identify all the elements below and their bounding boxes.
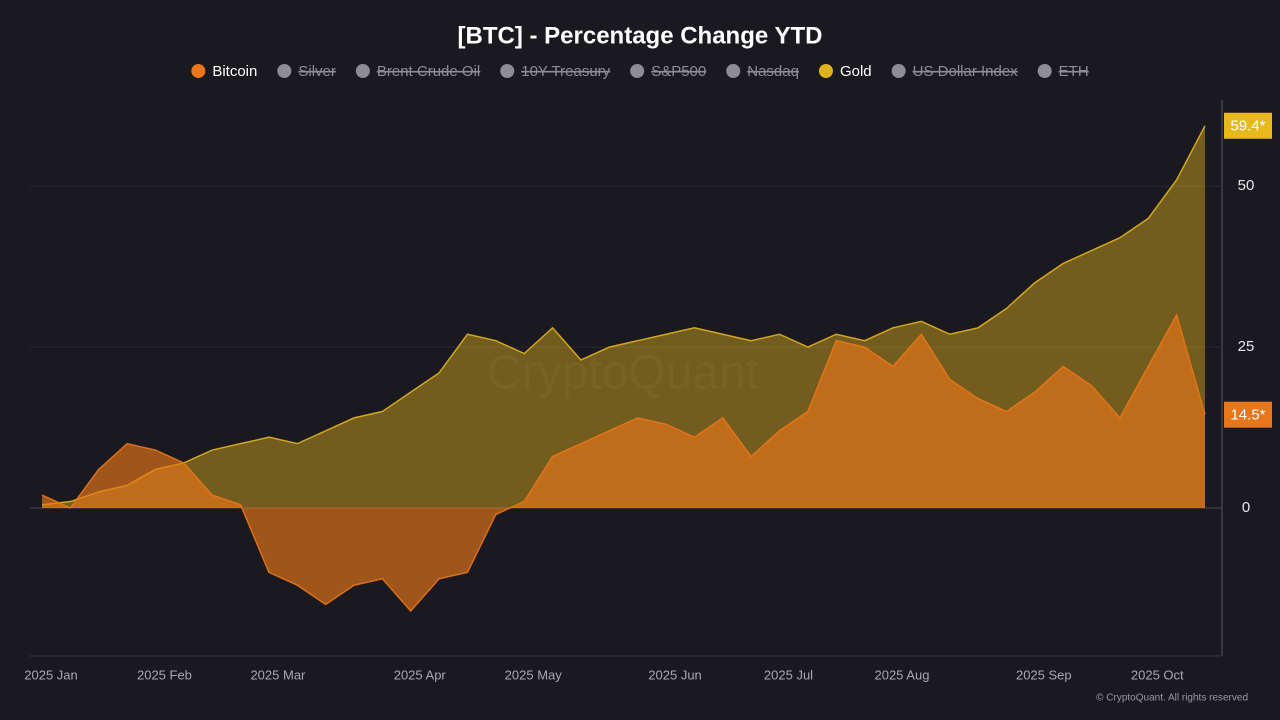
end-label: 14.5* bbox=[1230, 407, 1265, 424]
legend-marker bbox=[726, 64, 741, 78]
legend-marker bbox=[891, 64, 906, 78]
legend-label[interactable]: ETH bbox=[1059, 63, 1089, 80]
legend-label[interactable]: Bitcoin bbox=[212, 63, 257, 80]
legend-marker bbox=[1037, 64, 1052, 78]
legend-label[interactable]: Brent Crude Oil bbox=[377, 63, 480, 80]
legend-marker bbox=[500, 64, 515, 78]
legend-label[interactable]: S&P500 bbox=[651, 63, 706, 80]
legend-label[interactable]: Gold bbox=[840, 63, 872, 80]
x-tick-label: 2025 Oct bbox=[1131, 667, 1184, 682]
area-line bbox=[41, 312, 1206, 613]
x-tick-label: 2025 Mar bbox=[250, 667, 306, 682]
legend-label[interactable]: Nasdaq bbox=[747, 63, 799, 80]
y-tick-label: 25 bbox=[1238, 338, 1255, 355]
x-tick-label: 2025 Jul bbox=[764, 667, 813, 682]
x-tick-label: 2025 Jan bbox=[24, 667, 78, 682]
credit: © CryptoQuant. All rights reserved bbox=[1096, 693, 1248, 704]
legend-label[interactable]: 10Y Treasury bbox=[521, 63, 610, 80]
area-line bbox=[41, 125, 1206, 506]
chart-title: [BTC] - Percentage Change YTD bbox=[458, 22, 823, 49]
legend-marker bbox=[355, 64, 370, 78]
end-label: 59.4* bbox=[1230, 118, 1265, 135]
end-badge bbox=[1224, 401, 1272, 428]
watermark: CryptoQuant bbox=[487, 347, 759, 400]
x-tick-label: 2025 Sep bbox=[1016, 667, 1072, 682]
legend-marker bbox=[191, 64, 206, 78]
legend-label[interactable]: Silver bbox=[298, 63, 336, 80]
x-tick-label: 2025 Feb bbox=[137, 667, 192, 682]
x-tick-label: 2025 May bbox=[505, 667, 563, 682]
legend-marker bbox=[818, 64, 833, 78]
end-badge bbox=[1224, 112, 1272, 139]
x-tick-label: 2025 Jun bbox=[648, 667, 702, 682]
x-tick-label: 2025 Apr bbox=[394, 667, 447, 682]
legend-label[interactable]: US Dollar Index bbox=[913, 63, 1019, 80]
legend: Bitcoin Silver Brent Crude Oil 10Y Treasury… bbox=[191, 63, 1089, 80]
y-tick-label: 50 bbox=[1238, 177, 1255, 194]
x-tick-label: 2025 Aug bbox=[874, 667, 929, 682]
legend-marker bbox=[630, 64, 645, 78]
area bbox=[42, 314, 1205, 611]
legend-marker bbox=[277, 64, 292, 78]
y-tick-label: 0 bbox=[1242, 499, 1250, 516]
